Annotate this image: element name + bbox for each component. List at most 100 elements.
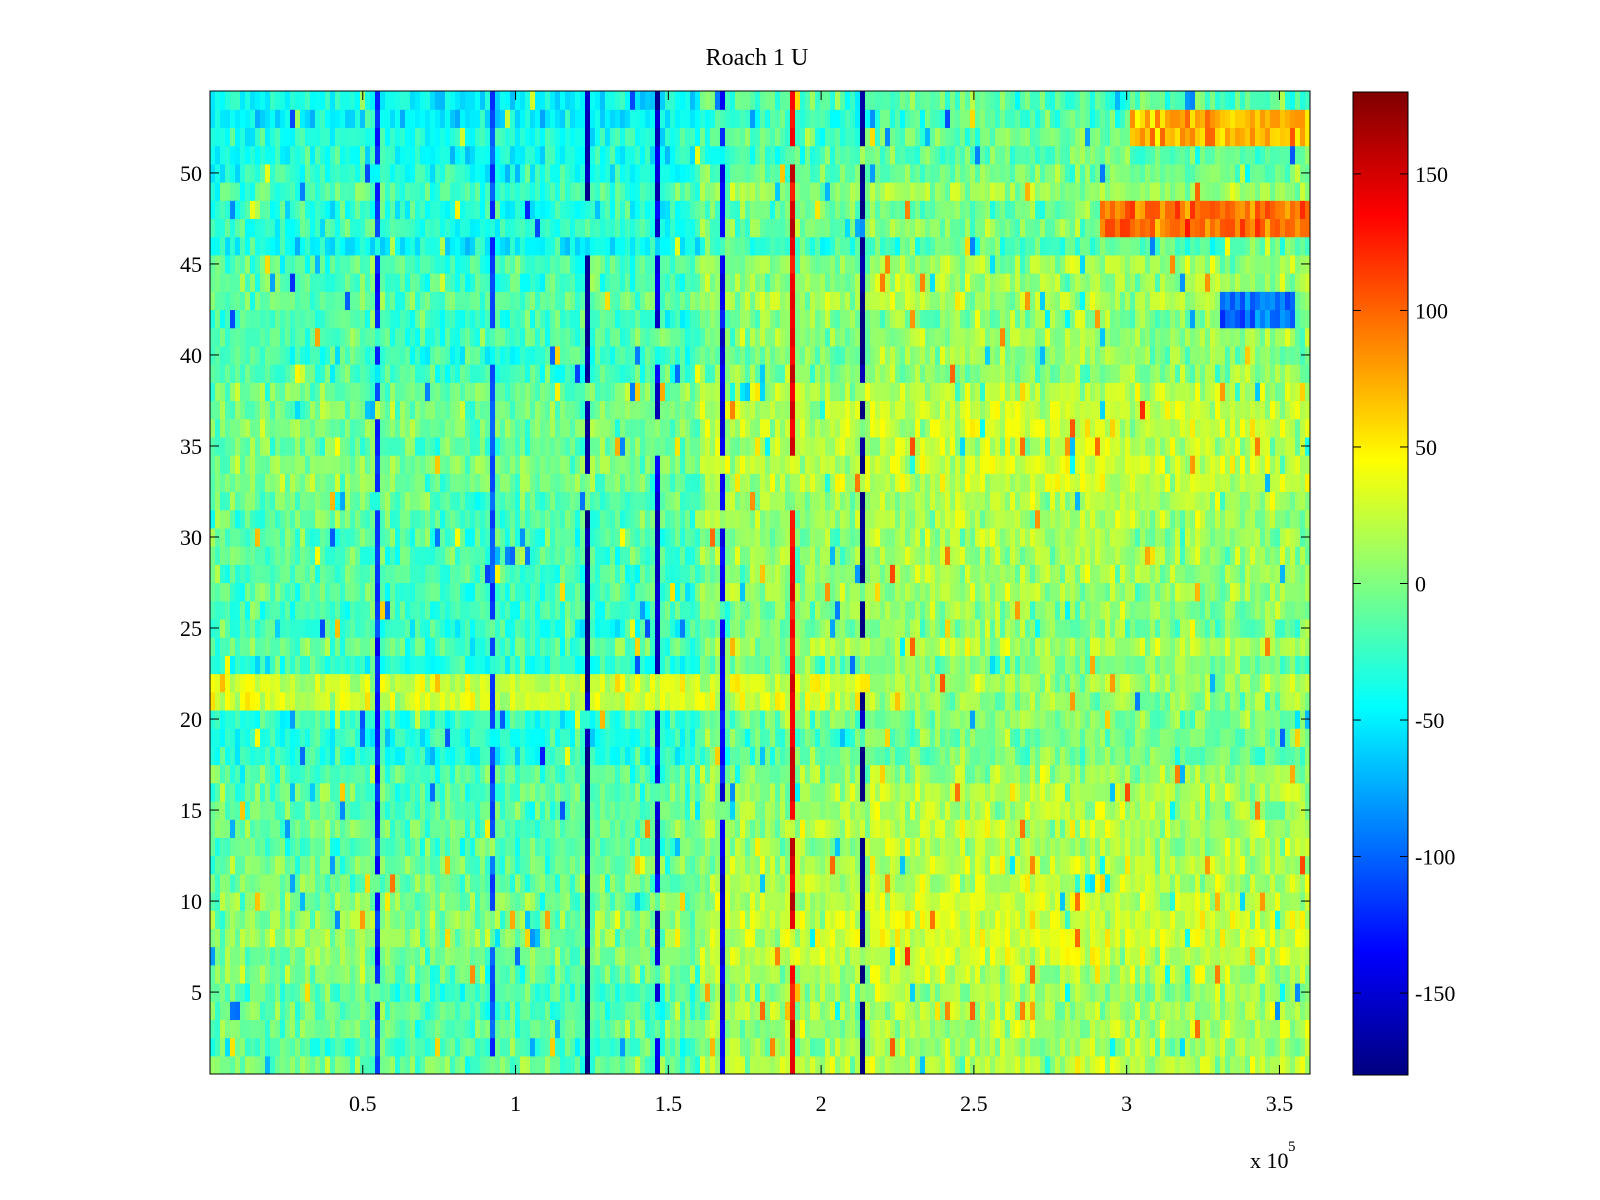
heat-cell [785, 746, 791, 766]
heat-cell [440, 655, 446, 675]
heat-cell [565, 873, 571, 893]
heat-cell [280, 819, 286, 838]
heat-cell [1020, 1001, 1026, 1020]
heat-cell [440, 1019, 446, 1039]
heat-cell [1105, 837, 1111, 857]
heat-cell [425, 910, 431, 929]
heat-cell [1020, 800, 1026, 820]
heat-cell [1235, 910, 1241, 929]
heat-cell [350, 1019, 356, 1039]
heat-cell [380, 1019, 386, 1039]
heat-cell [250, 946, 256, 966]
heat-cell [1025, 691, 1031, 711]
heat-cell [765, 1019, 771, 1039]
heat-cell [740, 1019, 746, 1039]
heat-cell [335, 655, 341, 675]
heat-cell [455, 1037, 461, 1057]
heat-cell [795, 910, 801, 929]
heat-cell [230, 655, 236, 675]
heat-cell [1105, 709, 1111, 729]
heat-cell [1125, 855, 1131, 875]
heat-cell [480, 691, 486, 711]
heat-cell [1285, 1055, 1291, 1074]
heat-cell [1105, 964, 1111, 984]
heat-cell [960, 800, 966, 820]
heat-cell [320, 855, 326, 875]
heat-cell [290, 982, 296, 1002]
heat-cell [245, 982, 251, 1002]
heat-cell [820, 910, 826, 929]
heat-cell [720, 928, 726, 948]
heat-cell [895, 837, 901, 857]
heat-cell [990, 837, 996, 857]
heat-cell [1090, 800, 1096, 820]
heat-cell [300, 1019, 306, 1039]
heat-cell [1185, 982, 1191, 1002]
heat-cell [575, 819, 581, 838]
heat-cell [680, 873, 686, 893]
heat-cell [735, 782, 741, 802]
heat-cell [1125, 800, 1131, 820]
heat-cell [435, 709, 441, 729]
heat-cell [425, 1001, 431, 1020]
heat-cell [1045, 691, 1051, 711]
heat-cell [470, 1055, 476, 1074]
heat-cell [1170, 1001, 1176, 1020]
heat-cell [895, 746, 901, 766]
heat-cell [965, 746, 971, 766]
heat-cell [1150, 928, 1156, 948]
heat-cell [1105, 1055, 1111, 1074]
heat-cell [535, 1037, 541, 1057]
heat-cell [885, 728, 891, 747]
heat-cell [505, 1019, 511, 1039]
heat-cell [1190, 691, 1196, 711]
heat-cell [470, 982, 476, 1002]
heat-cell [1255, 1001, 1261, 1020]
heat-cell [1115, 837, 1121, 857]
heat-cell [900, 837, 906, 857]
heat-cell [915, 891, 921, 911]
heat-cell [685, 891, 691, 911]
heat-cell [1220, 1001, 1226, 1020]
heat-cell [750, 982, 756, 1002]
heat-cell [630, 746, 636, 766]
heat-cell [255, 928, 261, 948]
heat-cell [730, 964, 736, 984]
heat-cell [1075, 673, 1081, 693]
heat-cell [1290, 764, 1296, 784]
heat-cell [455, 764, 461, 784]
heat-cell [545, 709, 551, 729]
heat-cell [800, 691, 806, 711]
heat-cell [760, 1037, 766, 1057]
heat-cell [305, 764, 311, 784]
heat-cell [360, 837, 366, 857]
heat-cell [995, 982, 1001, 1002]
heat-cell [340, 928, 346, 948]
heat-cell [935, 1037, 941, 1057]
heat-cell [590, 1055, 596, 1074]
heat-cell [800, 782, 806, 802]
heat-cell [1015, 800, 1021, 820]
heat-cell [390, 873, 396, 893]
heat-cell [275, 855, 281, 875]
heat-cell [1250, 928, 1256, 948]
heat-cell [525, 782, 531, 802]
heat-cell [1095, 837, 1101, 857]
heat-cell [215, 1001, 221, 1020]
heat-cell [320, 691, 326, 711]
heat-cell [1175, 910, 1181, 929]
heat-cell [510, 746, 516, 766]
heat-cell [1210, 800, 1216, 820]
heat-cell [825, 709, 831, 729]
heat-cell [1090, 891, 1096, 911]
heat-cell [1110, 1055, 1116, 1074]
heat-cell [400, 910, 406, 929]
heat-cell [740, 746, 746, 766]
heat-cell [1240, 964, 1246, 984]
heat-cell [635, 800, 641, 820]
heat-cell [1235, 746, 1241, 766]
heat-cell [275, 964, 281, 984]
heat-cell [730, 1037, 736, 1057]
heat-cell [285, 1019, 291, 1039]
heat-cell [1240, 928, 1246, 948]
